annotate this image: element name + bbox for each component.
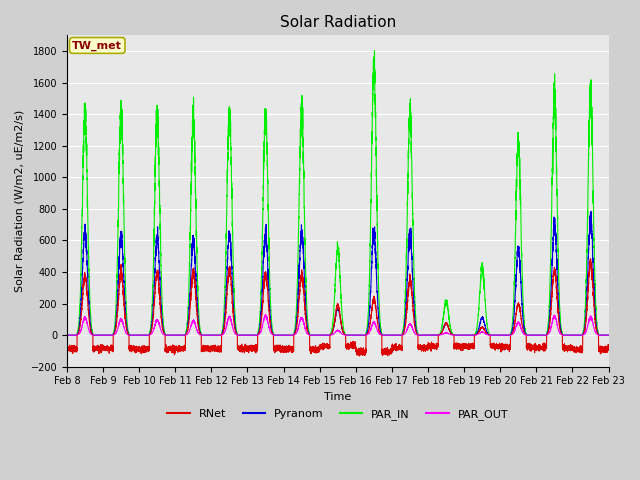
RNet xyxy=(605,347,612,353)
PAR_OUT xyxy=(63,332,71,338)
Pyranom xyxy=(247,332,255,338)
Text: TW_met: TW_met xyxy=(72,40,122,50)
Y-axis label: Solar Radiation (W/m2, uE/m2/s): Solar Radiation (W/m2, uE/m2/s) xyxy=(15,110,25,292)
PAR_IN xyxy=(459,332,467,338)
PAR_IN xyxy=(247,332,255,338)
PAR_IN xyxy=(371,48,378,54)
PAR_OUT xyxy=(459,332,467,338)
RNet xyxy=(582,320,589,325)
PAR_IN xyxy=(319,332,327,338)
Line: PAR_OUT: PAR_OUT xyxy=(67,314,609,335)
Pyranom xyxy=(582,314,589,320)
RNet xyxy=(319,344,327,349)
PAR_OUT xyxy=(319,332,327,338)
PAR_IN xyxy=(582,288,589,293)
Pyranom xyxy=(474,328,482,334)
PAR_IN xyxy=(474,312,482,318)
PAR_OUT xyxy=(582,329,589,335)
RNet xyxy=(587,256,595,262)
RNet xyxy=(356,353,364,359)
PAR_IN xyxy=(575,332,583,338)
Pyranom xyxy=(63,332,71,338)
Pyranom xyxy=(319,332,327,338)
Line: Pyranom: Pyranom xyxy=(67,211,609,335)
Legend: RNet, Pyranom, PAR_IN, PAR_OUT: RNet, Pyranom, PAR_IN, PAR_OUT xyxy=(163,404,513,424)
PAR_OUT xyxy=(575,332,583,338)
Line: RNet: RNet xyxy=(67,259,609,356)
PAR_OUT xyxy=(262,312,269,317)
RNet xyxy=(575,346,583,352)
RNet xyxy=(459,344,467,350)
PAR_IN xyxy=(605,332,612,338)
RNet xyxy=(474,330,482,336)
Pyranom xyxy=(575,332,583,338)
PAR_OUT xyxy=(247,332,255,338)
Pyranom xyxy=(587,208,595,214)
Line: PAR_IN: PAR_IN xyxy=(67,51,609,335)
RNet xyxy=(247,346,255,351)
Pyranom xyxy=(459,332,467,338)
PAR_OUT xyxy=(605,332,612,338)
X-axis label: Time: Time xyxy=(324,392,351,402)
PAR_IN xyxy=(63,332,71,338)
RNet xyxy=(63,346,71,352)
PAR_OUT xyxy=(474,331,482,337)
Pyranom xyxy=(605,332,612,338)
Title: Solar Radiation: Solar Radiation xyxy=(280,15,396,30)
